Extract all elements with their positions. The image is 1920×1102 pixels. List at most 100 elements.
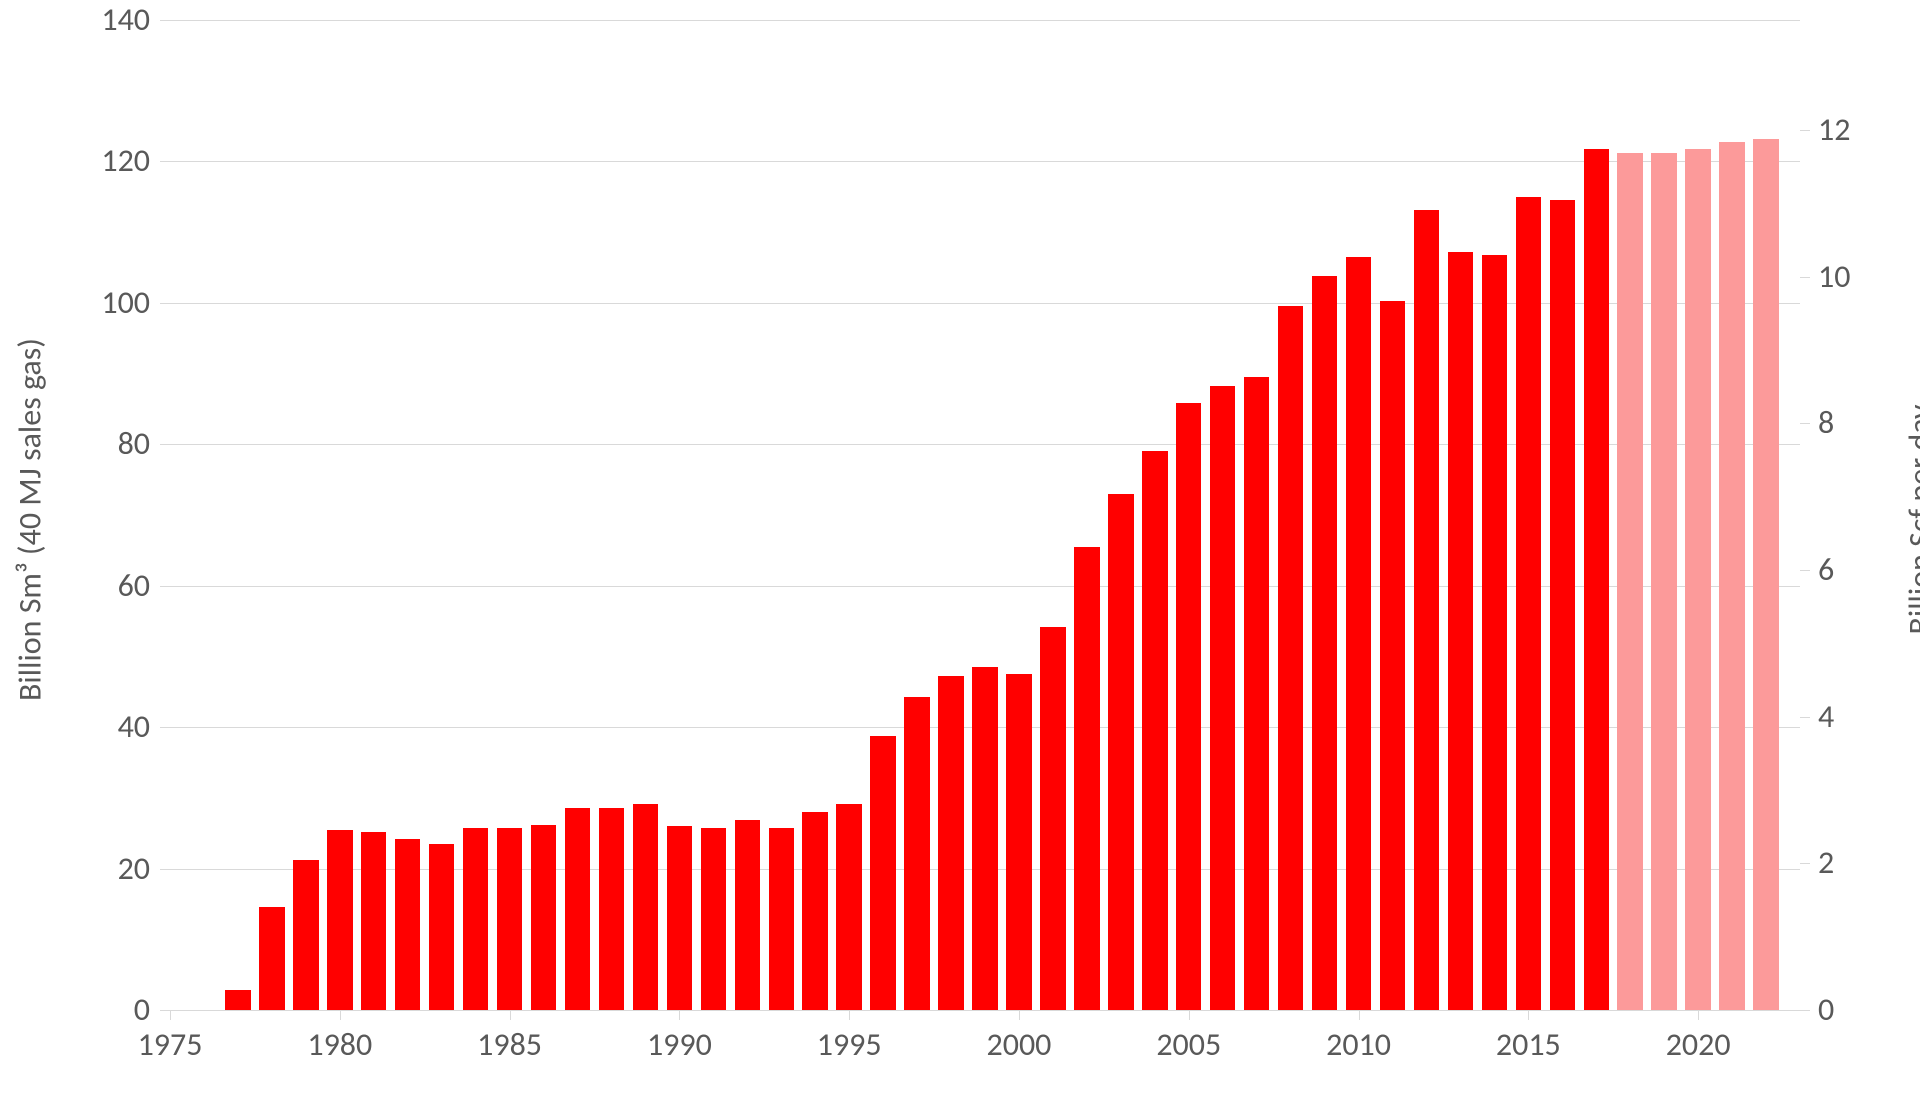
y-right-tick-label: 2: [1818, 843, 1878, 882]
bar: [531, 825, 556, 1010]
y-right-tick-mark: [1800, 423, 1810, 424]
bar: [904, 697, 929, 1010]
bar: [701, 828, 726, 1010]
x-tick-label: 2005: [1144, 1025, 1234, 1064]
x-tick-label: 1995: [804, 1025, 894, 1064]
bar: [429, 844, 454, 1010]
bar: [836, 804, 861, 1010]
y-left-tick-label: 80: [70, 424, 150, 463]
y-right-tick-label: 6: [1818, 550, 1878, 589]
x-tick-mark: [510, 1010, 511, 1020]
x-tick-label: 2010: [1314, 1025, 1404, 1064]
x-tick-label: 2000: [974, 1025, 1064, 1064]
y-left-tick-label: 40: [70, 707, 150, 746]
y-right-tick-mark: [1800, 277, 1810, 278]
y-right-tick-mark: [1800, 130, 1810, 131]
chart-container: Billion Sm³ (40 MJ sales gas) Billion Sc…: [0, 0, 1920, 1102]
y-right-tick-label: 0: [1818, 990, 1878, 1029]
bar: [395, 839, 420, 1010]
x-tick-label: 1980: [295, 1025, 385, 1064]
y-left-tick-mark: [160, 586, 170, 587]
y-right-tick-mark: [1800, 1010, 1810, 1011]
y-left-axis-label: Billion Sm³ (40 MJ sales gas): [11, 320, 50, 720]
bar: [1312, 276, 1337, 1010]
y-left-tick-mark: [160, 869, 170, 870]
bar: [361, 832, 386, 1010]
x-tick-mark: [1189, 1010, 1190, 1020]
x-tick-mark: [1359, 1010, 1360, 1020]
y-left-tick-label: 0: [70, 990, 150, 1029]
y-right-tick-label: 10: [1818, 257, 1878, 296]
y-left-tick-label: 20: [70, 849, 150, 888]
y-left-tick-mark: [160, 727, 170, 728]
x-tick-mark: [849, 1010, 850, 1020]
bar: [1278, 306, 1303, 1010]
x-tick-mark: [1019, 1010, 1020, 1020]
bar: [1685, 149, 1710, 1010]
bar: [1380, 301, 1405, 1010]
bar: [633, 804, 658, 1010]
y-left-tick-mark: [160, 303, 170, 304]
y-left-tick-label: 100: [70, 283, 150, 322]
bar: [870, 736, 895, 1010]
bar: [1719, 142, 1744, 1010]
bar: [972, 667, 997, 1010]
bar: [1651, 153, 1676, 1010]
y-right-tick-mark: [1800, 863, 1810, 864]
y-left-tick-label: 120: [70, 141, 150, 180]
bar: [1753, 139, 1778, 1010]
bar: [225, 990, 250, 1010]
bar: [1176, 403, 1201, 1010]
bar: [1482, 255, 1507, 1010]
bar: [293, 860, 318, 1010]
bar: [565, 808, 590, 1010]
x-tick-mark: [1528, 1010, 1529, 1020]
bar: [1584, 149, 1609, 1010]
x-tick-label: 2020: [1653, 1025, 1743, 1064]
y-left-tick-mark: [160, 444, 170, 445]
bar: [802, 812, 827, 1010]
bar: [1617, 153, 1642, 1010]
x-tick-mark: [1698, 1010, 1699, 1020]
y-left-tick-label: 140: [70, 0, 150, 39]
bar: [735, 820, 760, 1010]
y-right-axis-label: Billion Scf per day: [1901, 320, 1920, 720]
bar: [1074, 547, 1099, 1010]
bar: [497, 828, 522, 1010]
bar: [1142, 451, 1167, 1010]
x-tick-label: 2015: [1483, 1025, 1573, 1064]
y-right-tick-label: 12: [1818, 110, 1878, 149]
x-tick-mark: [170, 1010, 171, 1020]
x-tick-label: 1975: [125, 1025, 215, 1064]
bar: [259, 907, 284, 1010]
bar: [938, 676, 963, 1010]
x-axis-line: [170, 1010, 1800, 1011]
y-left-tick-mark: [160, 20, 170, 21]
bar: [1108, 494, 1133, 1010]
x-tick-label: 1990: [634, 1025, 724, 1064]
bar: [599, 808, 624, 1010]
y-left-tick-mark: [160, 161, 170, 162]
y-right-tick-label: 4: [1818, 697, 1878, 736]
y-right-tick-mark: [1800, 570, 1810, 571]
y-left-tick-label: 60: [70, 566, 150, 605]
bar: [1210, 386, 1235, 1010]
grid-line: [170, 20, 1800, 21]
bar: [463, 828, 488, 1010]
bar: [1516, 197, 1541, 1010]
bar: [667, 826, 692, 1010]
x-tick-label: 1985: [465, 1025, 555, 1064]
bar: [1006, 674, 1031, 1010]
grid-line: [170, 161, 1800, 162]
x-tick-mark: [679, 1010, 680, 1020]
x-tick-mark: [340, 1010, 341, 1020]
bar: [327, 830, 352, 1010]
bar: [1414, 210, 1439, 1010]
y-right-tick-mark: [1800, 717, 1810, 718]
bar: [1550, 200, 1575, 1010]
bar: [769, 828, 794, 1010]
bar: [1244, 377, 1269, 1010]
bar: [1346, 257, 1371, 1010]
y-left-tick-mark: [160, 1010, 170, 1011]
bar: [1040, 627, 1065, 1010]
